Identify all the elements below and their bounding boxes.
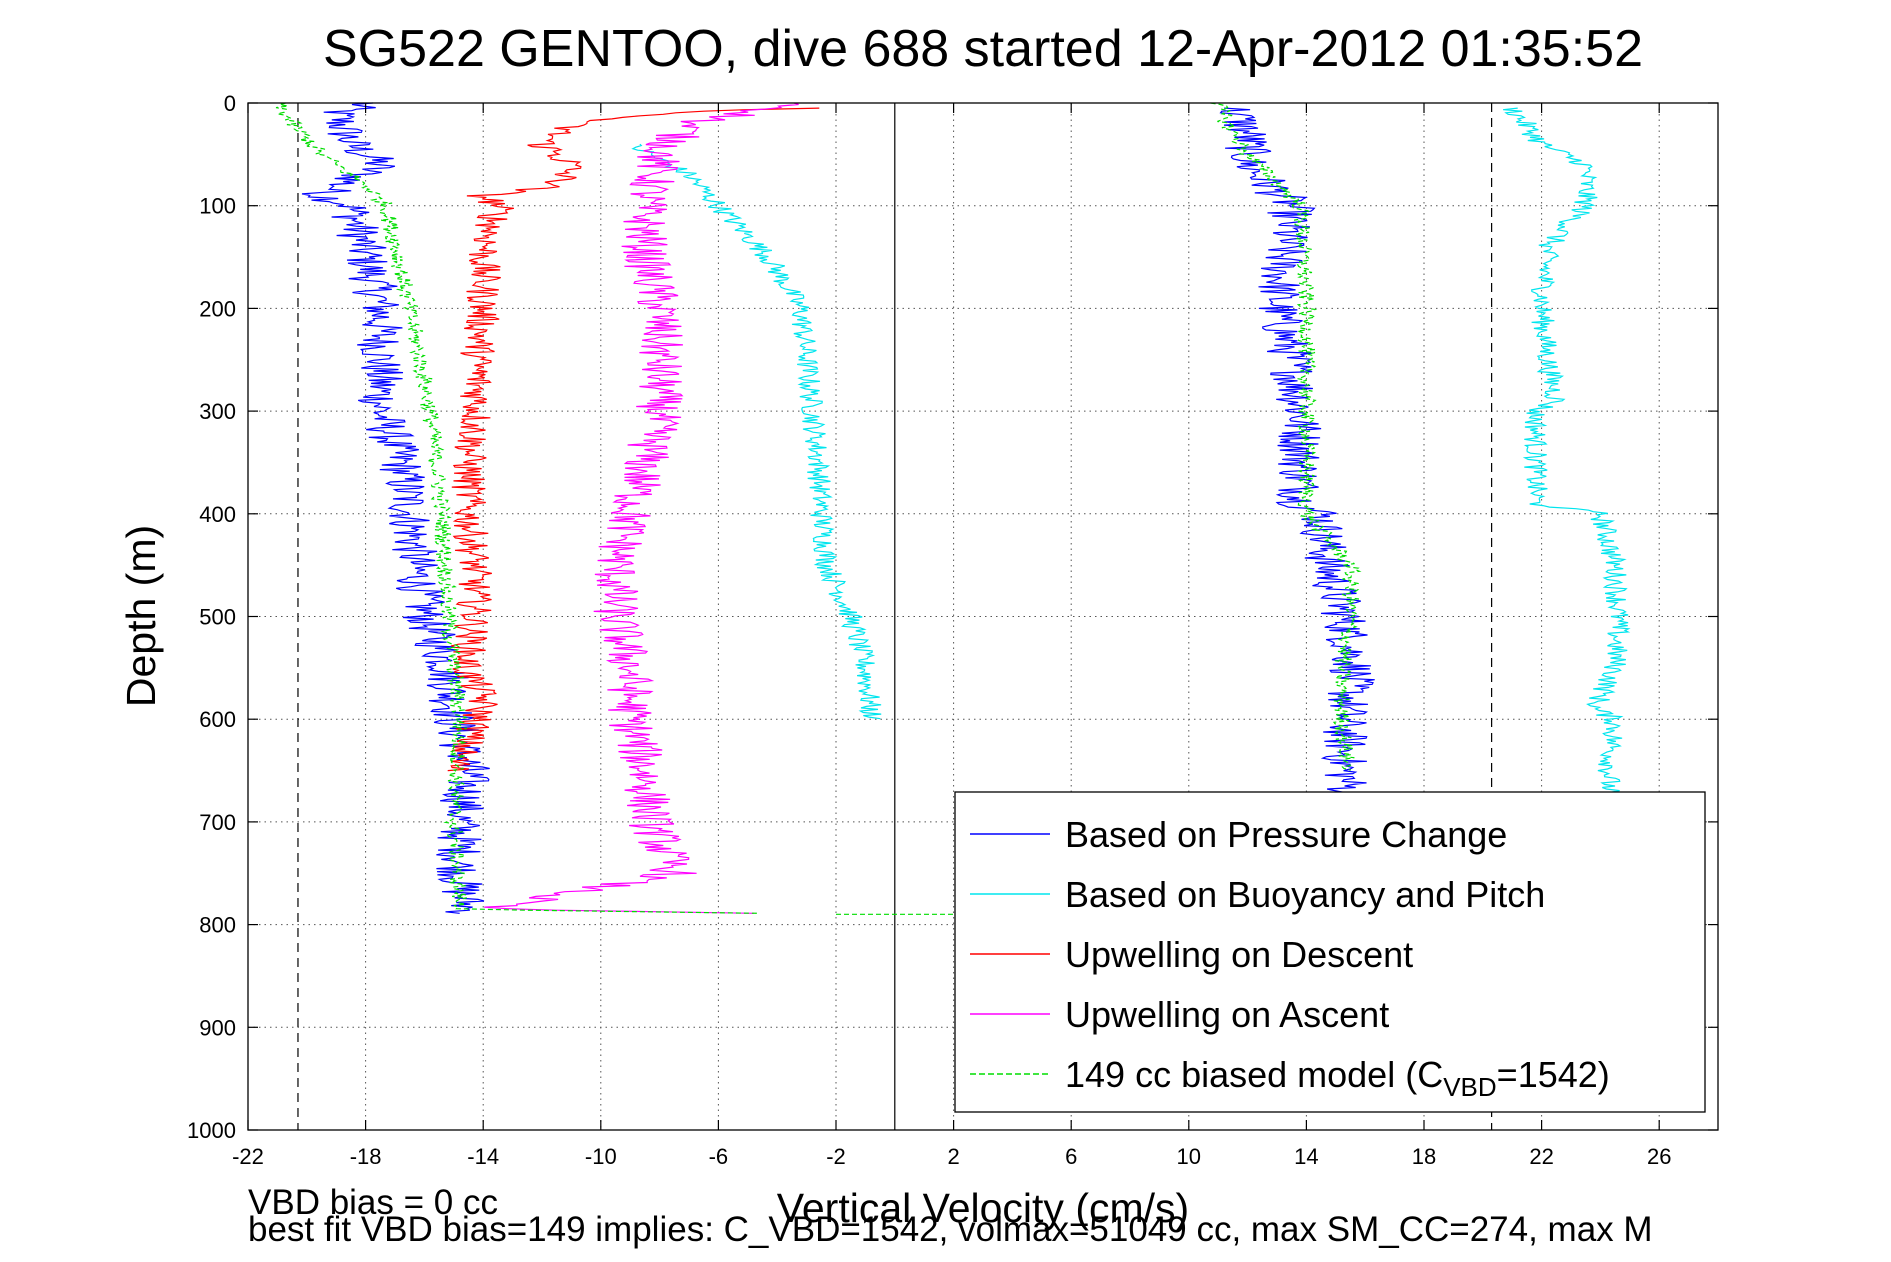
legend-label: Upwelling on Ascent [1065,994,1389,1035]
x-tick-label: 22 [1529,1144,1553,1169]
series-line [275,102,760,914]
series-line [1210,102,1362,771]
series-line [1219,107,1375,802]
y-tick-label: 600 [199,707,236,732]
y-tick-label: 800 [199,913,236,938]
y-tick-label: 1000 [187,1118,236,1143]
series-line [484,102,799,914]
y-tick-label: 100 [199,194,236,219]
x-tick-label: 14 [1294,1144,1318,1169]
y-tick-label: 300 [199,399,236,424]
axis-ticks: -22 -18 -14 -10 -6 -2 2 6 10 14 18 22 26010020030040… [187,91,1718,1169]
x-tick-label: 10 [1177,1144,1201,1169]
x-tick-label: -18 [350,1144,382,1169]
series-line [447,107,820,772]
series-line [631,143,882,720]
legend-label: Based on Pressure Change [1065,814,1507,855]
x-axis-label: Vertical Velocity (cm/s) [777,1185,1189,1231]
series-line [301,102,490,914]
y-tick-label: 900 [199,1015,236,1040]
x-tick-label: -14 [467,1144,499,1169]
series-line [1503,107,1631,802]
series-lines [275,102,1631,915]
x-tick-label: 18 [1412,1144,1436,1169]
footer-vbd-bias: VBD bias = 0 cc [248,1183,498,1222]
x-tick-label: 6 [1065,1144,1077,1169]
x-tick-label: -22 [232,1144,264,1169]
y-tick-label: 700 [199,810,236,835]
x-tick-label: 2 [947,1144,959,1169]
legend-label: Upwelling on Descent [1065,934,1413,975]
y-tick-label: 500 [199,605,236,630]
legend-label: 149 cc biased model (CVBD=1542) [1065,1054,1610,1102]
x-tick-label: -2 [826,1144,846,1169]
footer-best-fit: best fit VBD bias=149 implies: C_VBD=154… [248,1210,1653,1249]
y-tick-label: 200 [199,296,236,321]
x-tick-label: 26 [1647,1144,1671,1169]
x-tick-label: -10 [585,1144,617,1169]
y-tick-label: 0 [224,91,236,116]
y-axis-label: Depth (m) [118,525,164,707]
chart-title: SG522 GENTOO, dive 688 started 12-Apr-20… [323,20,1643,78]
legend-box [954,791,1706,1113]
x-tick-label: -6 [709,1144,729,1169]
legend: Based on Pressure Change Based on Buoyanc… [954,791,1706,1113]
y-tick-label: 400 [199,502,236,527]
legend-label: Based on Buoyancy and Pitch [1065,874,1545,915]
